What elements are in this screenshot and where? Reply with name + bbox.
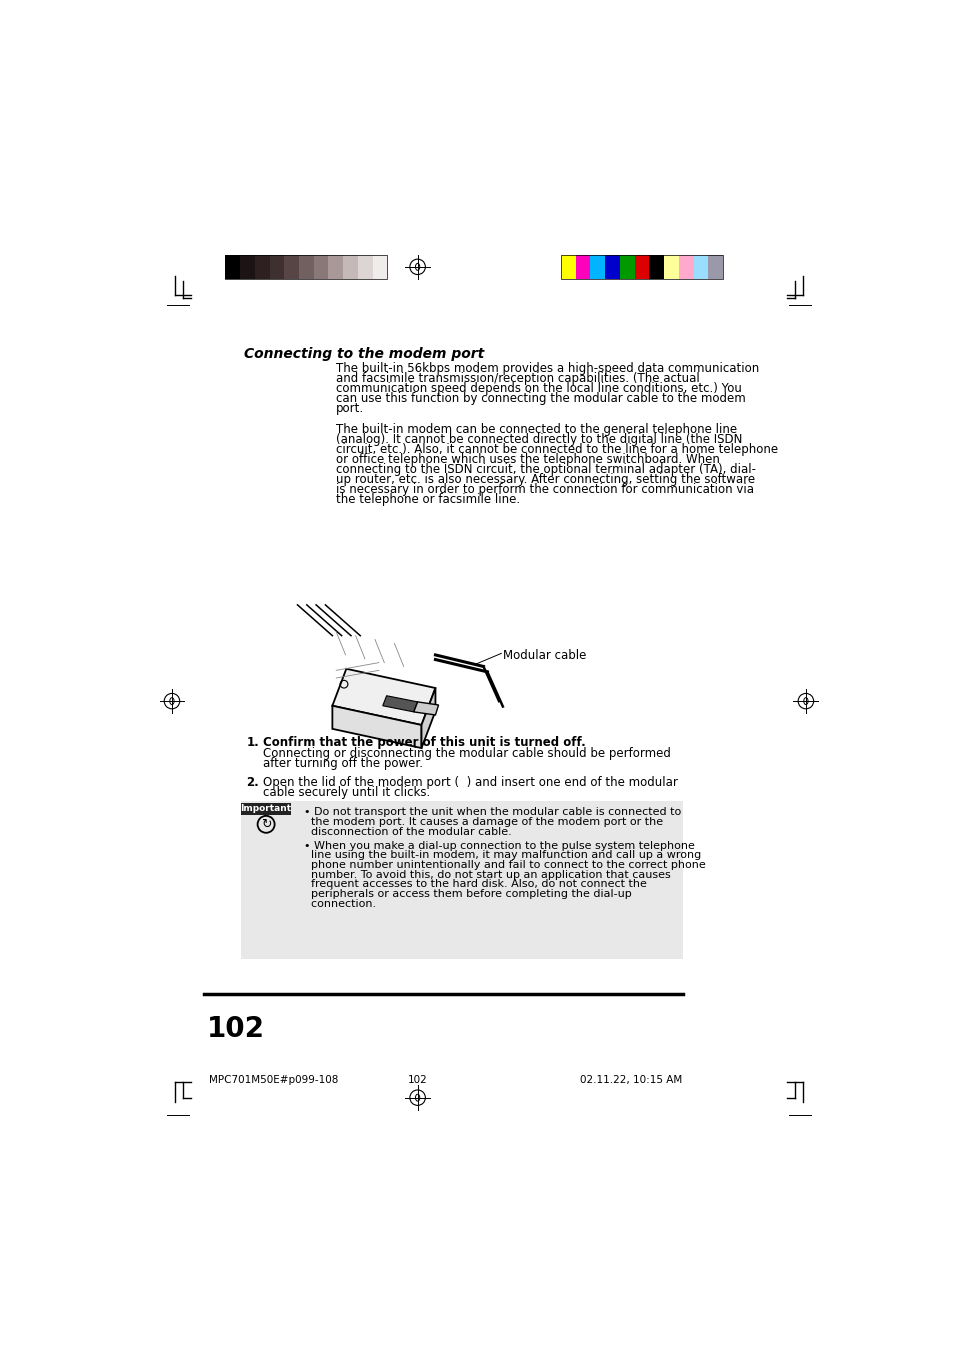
Bar <box>663 254 679 280</box>
Bar <box>590 254 604 280</box>
Bar <box>373 254 387 280</box>
Text: MPC701M50E#p099-108: MPC701M50E#p099-108 <box>209 1074 338 1085</box>
Text: Important: Important <box>240 804 292 813</box>
Text: communication speed depends on the local line conditions, etc.) You: communication speed depends on the local… <box>335 382 741 396</box>
Text: is necessary in order to perform the connection for communication via: is necessary in order to perform the con… <box>335 484 754 496</box>
Text: • Do not transport the unit when the modular cable is connected to: • Do not transport the unit when the mod… <box>304 808 681 817</box>
Text: the telephone or facsimile line.: the telephone or facsimile line. <box>335 493 519 507</box>
Text: ↻: ↻ <box>260 817 271 831</box>
Bar <box>357 254 373 280</box>
Text: Open the lid of the modem port (  ) and insert one end of the modular: Open the lid of the modem port ( ) and i… <box>263 775 678 789</box>
Polygon shape <box>414 703 438 715</box>
Bar <box>240 254 254 280</box>
Text: after turning off the power.: after turning off the power. <box>263 757 423 770</box>
Text: Connecting or disconnecting the modular cable should be performed: Connecting or disconnecting the modular … <box>263 747 671 759</box>
Polygon shape <box>332 705 421 748</box>
Bar <box>634 254 649 280</box>
Text: connection.: connection. <box>304 898 376 909</box>
Text: the modem port. It causes a damage of the modem port or the: the modem port. It causes a damage of th… <box>304 817 663 827</box>
Text: line using the built-in modem, it may malfunction and call up a wrong: line using the built-in modem, it may ma… <box>304 851 701 861</box>
Bar <box>575 254 590 280</box>
Text: Connecting to the modem port: Connecting to the modem port <box>244 347 484 361</box>
Text: connecting to the ISDN circuit, the optional terminal adapter (TA), dial-: connecting to the ISDN circuit, the opti… <box>335 463 756 476</box>
Text: or office telephone which uses the telephone switchboard. When: or office telephone which uses the telep… <box>335 453 720 466</box>
Text: 102: 102 <box>407 1074 427 1085</box>
Bar <box>343 254 357 280</box>
Bar <box>604 254 619 280</box>
Bar <box>284 254 298 280</box>
Bar <box>679 254 693 280</box>
Bar <box>270 254 284 280</box>
Bar <box>241 802 291 815</box>
Polygon shape <box>421 688 435 748</box>
Text: • When you make a dial-up connection to the pulse system telephone: • When you make a dial-up connection to … <box>304 840 695 851</box>
Polygon shape <box>332 669 435 725</box>
Text: peripherals or access them before completing the dial-up: peripherals or access them before comple… <box>304 889 632 898</box>
Bar <box>707 254 722 280</box>
Bar <box>560 254 575 280</box>
Bar <box>619 254 634 280</box>
Bar <box>314 254 328 280</box>
Text: disconnection of the modular cable.: disconnection of the modular cable. <box>304 827 512 836</box>
Polygon shape <box>382 696 417 712</box>
Text: (analog). It cannot be connected directly to the digital line (the ISDN: (analog). It cannot be connected directl… <box>335 434 741 446</box>
Bar <box>225 254 240 280</box>
Bar <box>328 254 343 280</box>
Text: 1.: 1. <box>246 736 259 748</box>
Text: up router, etc. is also necessary. After connecting, setting the software: up router, etc. is also necessary. After… <box>335 473 755 486</box>
Text: phone number unintentionally and fail to connect to the correct phone: phone number unintentionally and fail to… <box>304 861 705 870</box>
Bar <box>225 254 387 280</box>
Text: Confirm that the power of this unit is turned off.: Confirm that the power of this unit is t… <box>263 736 585 748</box>
Bar <box>693 254 707 280</box>
Text: Modular cable: Modular cable <box>502 648 586 662</box>
Text: can use this function by connecting the modular cable to the modem: can use this function by connecting the … <box>335 392 745 405</box>
Bar <box>254 254 270 280</box>
Bar <box>560 254 722 280</box>
Text: frequent accesses to the hard disk. Also, do not connect the: frequent accesses to the hard disk. Also… <box>304 880 647 889</box>
Text: circuit, etc.). Also, it cannot be connected to the line for a home telephone: circuit, etc.). Also, it cannot be conne… <box>335 443 778 457</box>
Bar <box>241 801 682 959</box>
Text: 102: 102 <box>207 1016 265 1043</box>
Text: 02.11.22, 10:15 AM: 02.11.22, 10:15 AM <box>579 1074 682 1085</box>
Text: port.: port. <box>335 403 364 415</box>
Text: The built-in modem can be connected to the general telephone line: The built-in modem can be connected to t… <box>335 423 737 436</box>
Text: cable securely until it clicks.: cable securely until it clicks. <box>263 786 430 798</box>
Text: The built-in 56kbps modem provides a high-speed data communication: The built-in 56kbps modem provides a hig… <box>335 362 759 376</box>
Text: 2.: 2. <box>246 775 259 789</box>
Text: number. To avoid this, do not start up an application that causes: number. To avoid this, do not start up a… <box>304 870 671 880</box>
Bar <box>649 254 663 280</box>
Text: and facsimile transmission/reception capabilities. (The actual: and facsimile transmission/reception cap… <box>335 373 700 385</box>
Bar <box>298 254 314 280</box>
